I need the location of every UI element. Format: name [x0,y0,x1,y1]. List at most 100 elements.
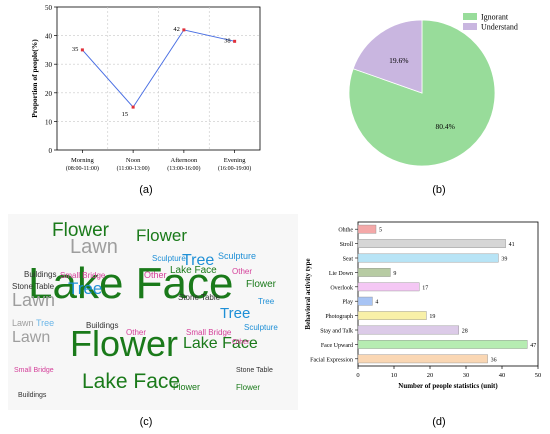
x-tick-label: 0 [356,372,359,379]
word-cloud-panel: Flower Lake Face Lake Face Flower Flower Lawn… [8,214,298,410]
word-cloud-word: Tree [220,305,251,322]
word-cloud-word: Sculpture [152,254,186,263]
y-tick-label: Facial Expression [310,357,353,363]
pie-slice [352,19,423,94]
word-cloud-word: Small Bridge [186,328,232,337]
data-point [233,39,237,43]
bar-chart-panel: 0 10 20 30 40 50 Number of people statistics (… [304,221,542,390]
x-tick-sublabel: (16:00-19:00) [218,165,251,172]
y-tick-label: 20 [45,90,53,98]
bar [357,340,528,349]
legend-swatch [463,23,477,30]
data-label: 35 [72,46,79,53]
bar-value-label: 41 [509,242,515,248]
y-tick-label: 40 [45,33,53,41]
y-tick-label: Ohthe [338,228,353,234]
bar-value-label: 19 [429,314,435,320]
x-tick-label: Morning [71,157,95,164]
x-tick-label: 20 [427,372,434,379]
x-tick-label: Afternoon [171,157,198,164]
word-cloud-word: Small Bridge [60,271,106,280]
series-line [82,29,235,108]
bar-value-label: 28 [462,329,468,335]
y-tick-label: Face Upward [321,343,353,349]
word-cloud-word: Buildings [24,270,57,279]
word-cloud-word: Stone Table [12,282,55,291]
legend-swatch [463,13,477,20]
word-cloud-word: Sculpture [244,323,278,332]
bar [357,268,391,277]
data-label: 42 [173,26,180,33]
word-cloud-word: Sculpture [218,251,257,261]
bar-value-label: 17 [422,285,428,291]
bar-value-label: 9 [393,271,396,277]
word-cloud-word: Other [232,267,253,276]
word-cloud-word: Buildings [86,321,119,330]
x-tick-sublabel: (11:00-13:00) [117,165,150,172]
word-cloud-word: Stone Table [178,293,221,302]
word-cloud-word: Other [144,270,167,280]
slice-label: 19.6% [389,56,408,65]
caption-b: (b) [432,184,446,196]
legend-label: Understand [481,23,518,32]
word-cloud-word: Lawn [70,236,118,258]
bar-value-label: 47 [530,343,536,349]
word-cloud-word: Small Bridge [14,367,54,374]
y-tick-label: 0 [49,147,53,155]
word-cloud-word: Lake Face [170,265,217,276]
line-chart-panel: 0 10 20 30 40 50 Morning(08:00-11:00) Noon(11:0… [30,4,261,172]
word-cloud-word: Flower [173,382,201,392]
x-tick-label: 40 [499,372,506,379]
word-cloud-word: Flower [70,323,179,364]
word-cloud-word: Lake Face [82,370,181,393]
y-tick-label: 50 [45,4,53,12]
y-tick-label: Stroll [340,242,354,248]
x-tick-sublabel: (13:00-16:00) [167,165,200,172]
bar [357,239,506,248]
word-cloud-word: Lawn [12,318,34,328]
word-cloud-word: Lake Face [28,259,234,308]
x-tick-label: Noon [126,157,141,164]
slice-label: 80.4% [436,122,455,131]
data-label: 15 [122,111,129,118]
bar-value-label: 4 [375,300,378,306]
word-cloud-word: Tree [68,279,103,298]
bar [357,282,420,292]
y-tick-label: Lie Down [329,271,353,277]
plot-frame [357,221,539,367]
data-point [80,48,84,52]
word-cloud-word: Lawn [12,329,51,346]
bar [357,325,460,335]
bar [357,224,377,234]
data-point [131,105,135,109]
caption-d: (d) [432,416,446,428]
y-tick-label: Photograph [325,314,353,320]
y-axis-label: Behavioral activity type [304,258,312,329]
caption-c: (c) [139,416,153,428]
word-cloud-word: Lawn [12,290,56,310]
y-tick-label: Overlook [330,285,353,291]
bar [357,296,373,306]
bar [357,311,427,320]
caption-a: (a) [139,184,153,196]
word-cloud-word: Flower [236,383,261,392]
y-axis-label: Proportion of people(%) [30,39,39,118]
y-tick-label: Seat [343,257,354,263]
legend-label: Ignorant [481,13,509,22]
x-tick-label: 50 [535,372,542,379]
word-cloud-word: Tree [36,318,55,328]
bar [357,354,488,364]
data-label: 38 [224,37,231,44]
word-cloud-word: Tree [258,297,275,306]
word-cloud-word: Other [232,339,250,346]
data-point [182,28,186,32]
y-tick-label: Play [342,300,353,306]
y-tick-label: Stay and Talk [320,329,353,335]
bar-value-label: 5 [379,228,382,234]
word-cloud-word: Tree [182,252,215,269]
word-cloud-word: Stone Table [236,367,273,374]
y-tick-label: 30 [45,61,53,69]
x-tick-label: Evening [224,157,246,164]
word-cloud-word: Flower [136,226,188,245]
